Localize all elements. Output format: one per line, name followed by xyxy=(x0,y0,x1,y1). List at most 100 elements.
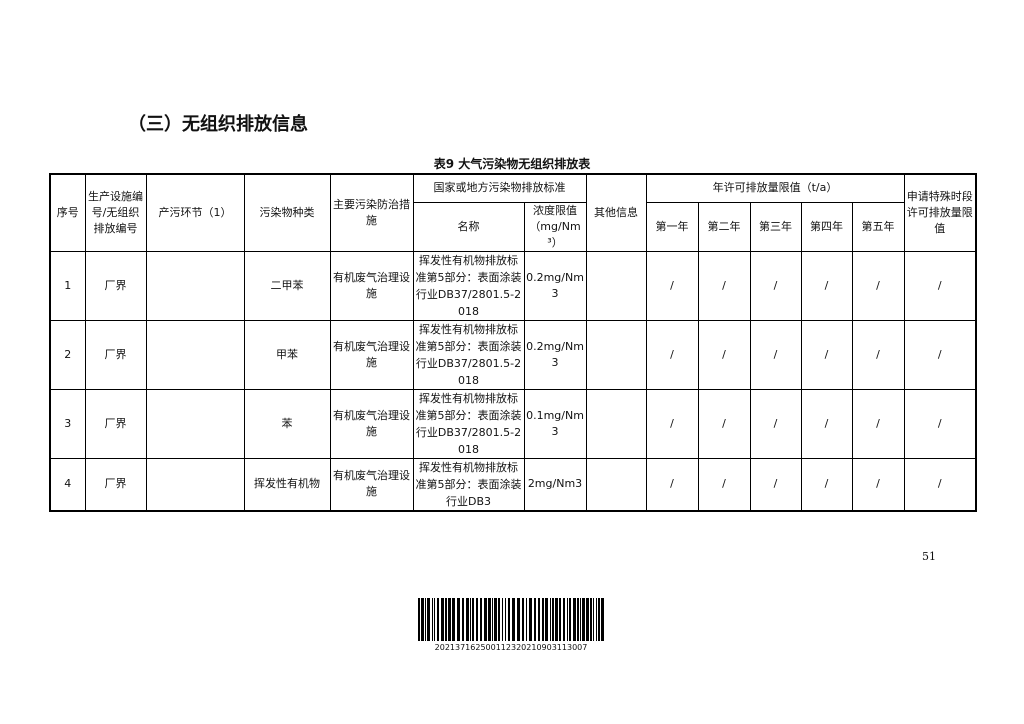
table-cell xyxy=(145,457,245,511)
table-cell: / xyxy=(697,250,751,321)
barcode-bar xyxy=(492,598,493,641)
header-cell: 申请特殊时段许可排放量限值 xyxy=(903,173,977,252)
table-cell xyxy=(145,388,245,459)
table-cell: / xyxy=(749,457,802,511)
table-cell: / xyxy=(697,388,751,459)
header-cell: 生产设施编号/无组织排放编号 xyxy=(84,173,147,252)
page-number: 51 xyxy=(922,550,936,563)
barcode-bar xyxy=(596,598,597,641)
table-cell: / xyxy=(800,457,853,511)
table-cell: 厂界 xyxy=(84,319,147,390)
barcode-bar xyxy=(552,598,554,641)
table-cell: / xyxy=(800,388,853,459)
barcode-bar xyxy=(494,598,497,641)
header-cell: 第二年 xyxy=(697,201,751,252)
table-cell: / xyxy=(903,388,977,459)
barcode-bar xyxy=(462,598,464,641)
barcode-bar xyxy=(526,598,527,641)
barcode-bar xyxy=(580,598,581,641)
barcode-bar xyxy=(421,598,424,641)
barcode-bar xyxy=(545,598,548,641)
table-cell: / xyxy=(645,457,699,511)
table-cell: 有机废气治理设施 xyxy=(329,457,414,511)
barcode-bar xyxy=(432,598,433,641)
table-cell: 挥发性有机物排放标准第5部分：表面涂装行业DB37/2801.5-2018 xyxy=(412,388,525,459)
table-cell: 1 xyxy=(49,250,86,321)
barcode-bar xyxy=(512,598,515,641)
barcode-bar xyxy=(498,598,500,641)
header-cell: 国家或地方污染物排放标准 xyxy=(412,173,587,203)
barcode-bar xyxy=(567,598,568,641)
barcode-bar xyxy=(457,598,460,641)
table-cell: / xyxy=(749,250,802,321)
header-cell: 年许可排放量限值（t/a） xyxy=(645,173,905,203)
header-cell: 产污环节（1） xyxy=(145,173,245,252)
table-cell: 2 xyxy=(49,319,86,390)
table-cell: 有机废气治理设施 xyxy=(329,388,414,459)
table-cell: / xyxy=(749,319,802,390)
table-cell: 苯 xyxy=(243,388,331,459)
header-cell: 主要污染防治措施 xyxy=(329,173,414,252)
barcode-bar xyxy=(569,598,571,641)
table-cell: / xyxy=(645,250,699,321)
barcode-bar xyxy=(505,598,506,641)
barcode-bar xyxy=(466,598,469,641)
table-cell: / xyxy=(851,319,905,390)
header-cell: 名称 xyxy=(412,201,525,252)
table-cell: / xyxy=(749,388,802,459)
barcode-bar xyxy=(434,598,435,641)
table-cell xyxy=(585,250,647,321)
table-cell: 0.1mg/Nm3 xyxy=(523,388,587,459)
table-row: 2 厂界 甲苯 有机废气治理设施 挥发性有机物排放标准第5部分：表面涂装行业DB37/2… xyxy=(49,319,977,390)
barcode-bar xyxy=(418,598,420,641)
barcode-bar xyxy=(437,598,439,641)
table-cell: / xyxy=(800,319,853,390)
barcode-number: 202137162500112320210903113007 xyxy=(434,643,588,652)
barcode-bar xyxy=(445,598,447,641)
table-cell: 二甲苯 xyxy=(243,250,331,321)
barcode-bar xyxy=(502,598,503,641)
table-cell: 厂界 xyxy=(84,388,147,459)
barcode-bar xyxy=(598,598,600,641)
barcode-bar xyxy=(508,598,510,641)
table-cell xyxy=(585,457,647,511)
table-cell: 甲苯 xyxy=(243,319,331,390)
table-cell xyxy=(585,319,647,390)
table-cell: 厂界 xyxy=(84,457,147,511)
barcode-bar xyxy=(555,598,558,641)
barcode-bar xyxy=(470,598,471,641)
header-cell: 浓度限值（mg/Nm³） xyxy=(523,201,587,252)
table-cell: 挥发性有机物排放标准第5部分：表面涂装行业DB37/2801.5-2018 xyxy=(412,319,525,390)
table-cell: 挥发性有机物排放标准第5部分：表面涂装行业DB37/2801.5-2018 xyxy=(412,250,525,321)
barcode-bar xyxy=(559,598,561,641)
table-cell: 有机废气治理设施 xyxy=(329,250,414,321)
table-cell: 4 xyxy=(49,457,86,511)
table-cell xyxy=(145,250,245,321)
table-cell: 0.2mg/Nm3 xyxy=(523,319,587,390)
table-cell xyxy=(585,388,647,459)
table-cell: / xyxy=(645,388,699,459)
barcode-bar xyxy=(573,598,576,641)
barcode-bar xyxy=(534,598,536,641)
barcode-bar xyxy=(427,598,430,641)
table-cell: 2mg/Nm3 xyxy=(523,457,587,511)
barcode-bar xyxy=(582,598,585,641)
barcode-bar xyxy=(538,598,540,641)
table-cell: 0.2mg/Nm3 xyxy=(523,250,587,321)
table-cell: / xyxy=(903,457,977,511)
barcode-bar xyxy=(601,598,604,641)
header-cell: 第一年 xyxy=(645,201,699,252)
barcode-bar xyxy=(577,598,579,641)
barcode-bar xyxy=(425,598,426,641)
header-cell: 第三年 xyxy=(749,201,802,252)
barcode-bar xyxy=(480,598,482,641)
table-cell: 3 xyxy=(49,388,86,459)
table-cell: / xyxy=(851,388,905,459)
table-cell: 挥发性有机物 xyxy=(243,457,331,511)
section-heading: （三）无组织排放信息 xyxy=(128,114,308,135)
barcode-bar xyxy=(452,598,455,641)
table-caption: 表9 大气污染物无组织排放表 xyxy=(433,157,591,171)
barcode-bar xyxy=(563,598,565,641)
table-cell: / xyxy=(697,319,751,390)
